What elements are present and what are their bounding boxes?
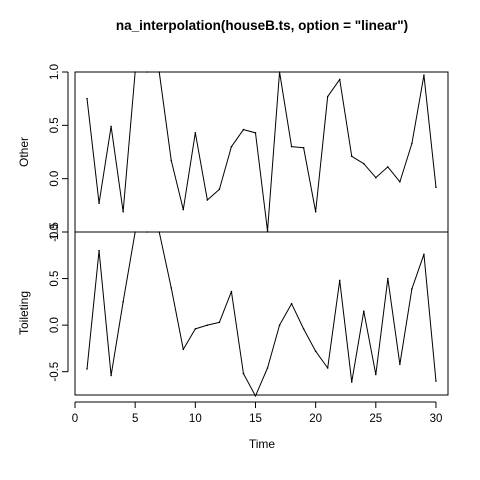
y-tick-label-toileting: 0.0 — [49, 317, 61, 333]
data-point-toileting — [399, 363, 401, 365]
data-point-toileting — [375, 374, 377, 376]
series-line-toileting — [87, 232, 436, 396]
data-point-toileting — [219, 322, 221, 324]
data-point-other — [195, 132, 197, 134]
data-point-toileting — [363, 310, 365, 312]
data-point-toileting — [435, 380, 437, 382]
data-point-toileting — [98, 250, 100, 252]
y-tick-label-toileting: 0.5 — [49, 271, 61, 287]
x-tick-label: 5 — [132, 413, 138, 425]
y-axis-other: -0.50.00.51.0 — [49, 64, 68, 242]
data-point-toileting — [423, 254, 425, 256]
data-point-other — [291, 146, 293, 148]
data-point-other — [207, 199, 209, 201]
data-point-other — [411, 143, 413, 145]
data-point-toileting — [387, 278, 389, 280]
x-tick-label: 30 — [430, 413, 443, 425]
data-point-toileting — [110, 375, 112, 377]
data-point-other — [86, 98, 88, 100]
data-point-other — [399, 181, 401, 183]
y-axis-toileting: -0.5 0.0 0.5 1.0 — [49, 224, 68, 382]
data-point-other — [327, 96, 329, 98]
data-point-toileting — [327, 367, 329, 369]
data-point-other — [267, 230, 269, 232]
x-tick-label: 0 — [72, 413, 78, 425]
data-point-toileting — [411, 288, 413, 290]
data-point-other — [182, 209, 184, 211]
data-point-other — [255, 132, 257, 134]
y-tick-label-other: 1.0 — [49, 64, 61, 80]
panel-other: Other -0.50.00.51.0 — [17, 64, 448, 242]
data-point-toileting — [146, 231, 148, 233]
data-point-toileting — [339, 280, 341, 282]
x-axis-label: Time — [249, 437, 276, 451]
data-point-toileting — [195, 328, 197, 330]
data-point-other — [387, 166, 389, 168]
data-point-other — [351, 155, 353, 157]
panel-toileting: Toileting -0.5 0.0 0.5 1.0 — [17, 224, 448, 397]
data-point-toileting — [351, 381, 353, 383]
y-tick-label-other: 0.5 — [49, 117, 61, 133]
data-point-toileting — [255, 395, 257, 397]
data-point-toileting — [122, 301, 124, 303]
data-point-other — [146, 71, 148, 73]
data-point-other — [339, 79, 341, 81]
panel-other-frame — [75, 72, 448, 232]
data-point-other — [243, 129, 245, 131]
data-point-other — [435, 186, 437, 188]
data-point-toileting — [279, 324, 281, 326]
data-point-other — [375, 177, 377, 179]
data-point-other — [363, 163, 365, 165]
data-point-toileting — [303, 328, 305, 330]
chart-title: na_interpolation(houseB.ts, option = "li… — [116, 18, 408, 33]
data-point-toileting — [170, 287, 172, 289]
data-point-toileting — [291, 303, 293, 305]
data-point-other — [110, 126, 112, 128]
data-point-other — [423, 74, 425, 76]
data-point-other — [170, 160, 172, 162]
data-point-other — [158, 71, 160, 73]
data-point-other — [122, 211, 124, 213]
y-tick-label-toileting: 1.0 — [49, 224, 61, 240]
data-point-other — [134, 71, 136, 73]
data-point-other — [315, 211, 317, 213]
data-point-toileting — [134, 231, 136, 233]
data-point-other — [279, 71, 281, 73]
data-point-toileting — [158, 231, 160, 233]
data-point-other — [98, 202, 100, 204]
x-tick-label: 10 — [189, 413, 202, 425]
x-axis: 0 5 10 15 20 25 30 — [72, 402, 443, 425]
y-tick-label-other: 0.0 — [49, 171, 61, 187]
data-point-toileting — [315, 350, 317, 352]
data-point-other — [231, 146, 233, 148]
y-tick-label-toileting: -0.5 — [49, 362, 61, 382]
x-tick-label: 20 — [309, 413, 322, 425]
series-line-other — [87, 72, 436, 231]
data-point-toileting — [182, 349, 184, 351]
y-axis-label-toileting: Toileting — [17, 291, 31, 335]
data-point-toileting — [231, 291, 233, 293]
y-axis-label-other: Other — [17, 137, 31, 167]
data-point-toileting — [243, 373, 245, 375]
data-point-other — [219, 189, 221, 191]
data-point-toileting — [267, 367, 269, 369]
x-tick-label: 25 — [369, 413, 382, 425]
x-tick-label: 15 — [249, 413, 262, 425]
data-point-toileting — [86, 368, 88, 370]
data-point-other — [303, 147, 305, 149]
data-point-toileting — [207, 324, 209, 326]
